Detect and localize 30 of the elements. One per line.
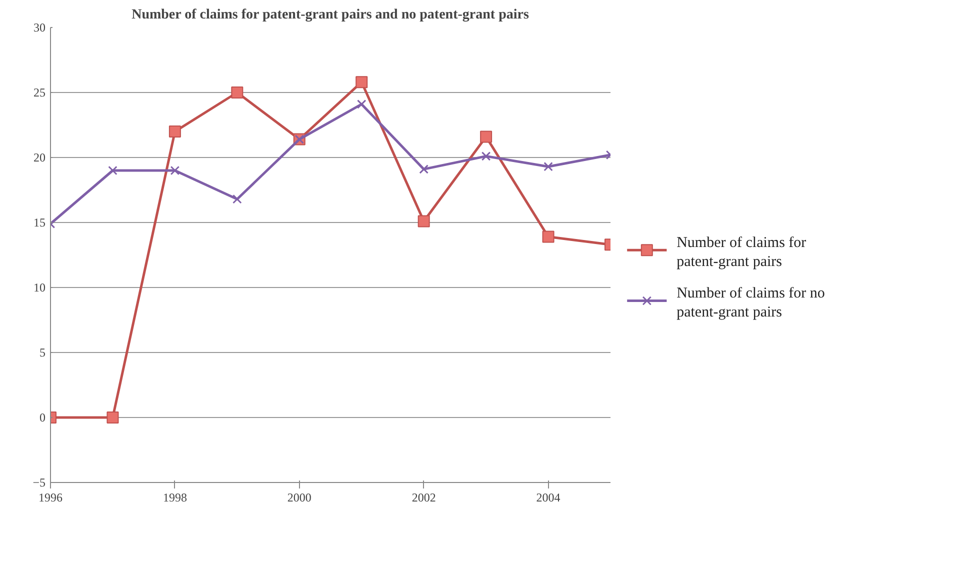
point — [108, 166, 118, 176]
point — [106, 412, 119, 424]
point — [419, 164, 428, 174]
y-tick-label: 20 — [34, 150, 46, 164]
point — [356, 76, 368, 88]
x-tick-label: 1998 — [162, 490, 187, 504]
point — [480, 130, 492, 143]
y-tick-label: −5 — [32, 476, 46, 490]
point — [418, 215, 430, 228]
legend-label: Number of claims for patent-grant pairs — [676, 234, 806, 270]
point — [481, 152, 491, 161]
x-tick-label: 2000 — [287, 490, 312, 504]
y-tick-label: 30 — [34, 20, 46, 34]
point — [356, 100, 366, 109]
x-tick-label: 1996 — [38, 490, 62, 504]
y-tick-label: 0 — [40, 410, 46, 424]
y-tick-label: 15 — [34, 216, 46, 230]
point — [168, 126, 181, 138]
y-tick-label: 10 — [34, 280, 46, 294]
point — [544, 162, 553, 172]
y-tick-label: 5 — [40, 346, 46, 360]
point — [231, 86, 244, 98]
point — [232, 194, 242, 204]
y-tick-label: 25 — [34, 86, 46, 100]
chart-title: Number of claims for patent-grant pairs and no patent-grant pairs — [132, 8, 530, 22]
point — [170, 166, 180, 176]
x-tick-label: 2002 — [412, 490, 436, 504]
legend-label: Number of claims for no patent-grant pairs — [676, 286, 825, 321]
x-tick-label: 2004 — [536, 490, 560, 504]
point — [542, 230, 554, 243]
